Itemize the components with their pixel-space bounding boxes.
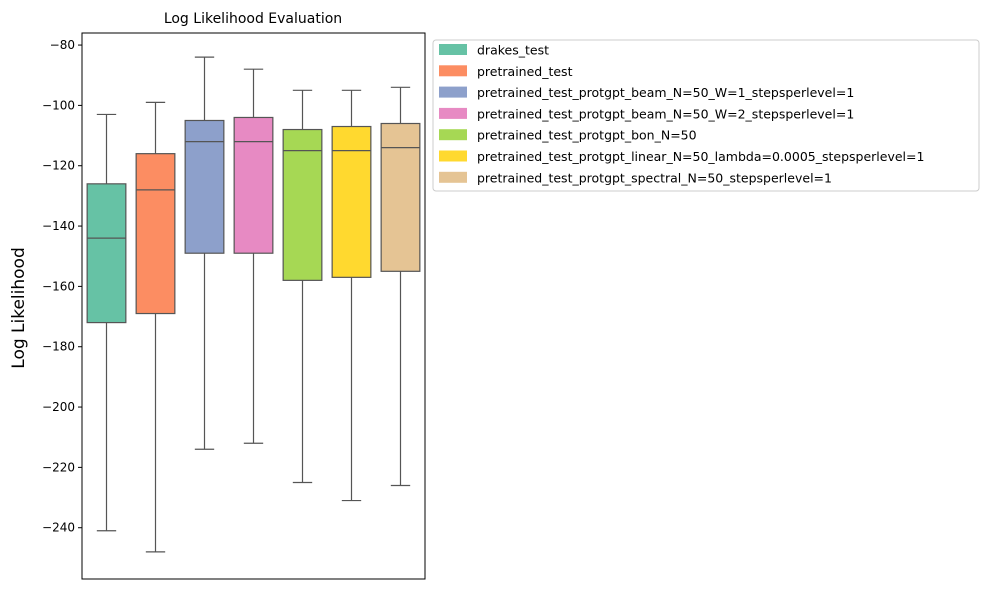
legend-label: pretrained_test_protgpt_linear_N=50_lamb… (477, 149, 924, 164)
legend-swatch (439, 65, 467, 77)
legend-item-1: drakes_test (439, 43, 549, 58)
y-axis-label: Log Likelihood (9, 247, 29, 368)
y-tick-label: −200 (42, 400, 75, 414)
box-3 (184, 56, 225, 450)
box-2 (135, 101, 176, 553)
y-tick-label: −180 (42, 340, 75, 354)
legend-swatch (439, 129, 467, 141)
legend-label: pretrained_test (477, 64, 573, 79)
box-6 (331, 89, 372, 502)
iqr-box (135, 153, 176, 315)
y-tick-label: −160 (42, 279, 75, 293)
legend-frame (432, 39, 980, 192)
y-tick-label: −140 (42, 219, 75, 233)
legend-item-7: pretrained_test_protgpt_spectral_N=50_st… (439, 170, 832, 185)
box-7 (380, 86, 421, 487)
legend-label: pretrained_test_protgpt_beam_N=50_W=2_st… (477, 106, 854, 121)
y-tick-label: −240 (42, 521, 75, 535)
legend-swatch (439, 171, 467, 183)
chart-title: Log Likelihood Evaluation (164, 11, 342, 27)
box-4 (233, 68, 274, 444)
plot-frame (81, 32, 426, 580)
legend-label: pretrained_test_protgpt_beam_N=50_W=1_st… (477, 85, 854, 100)
y-tick-label: −100 (42, 98, 75, 112)
legend-label: drakes_test (477, 43, 549, 58)
y-axis: −80 −100 −120 −140 −160 −180 −200 −220 −240 (42, 38, 82, 535)
legend-label: pretrained_test_protgpt_spectral_N=50_st… (477, 170, 832, 185)
legend-swatch (439, 86, 467, 98)
legend-item-2: pretrained_test (439, 64, 573, 79)
box-1 (86, 113, 127, 532)
legend-item-6: pretrained_test_protgpt_linear_N=50_lamb… (439, 149, 924, 164)
iqr-box (86, 183, 127, 324)
y-tick-label: −120 (42, 159, 75, 173)
iqr-box (282, 128, 323, 281)
legend: drakes_test pretrained_test pretrained_tes… (432, 39, 980, 192)
iqr-box (184, 119, 225, 254)
y-tick-label: −80 (50, 38, 75, 52)
legend-item-4: pretrained_test_protgpt_beam_N=50_W=2_st… (439, 106, 854, 121)
iqr-box (380, 122, 421, 272)
legend-swatch (439, 107, 467, 119)
box-5 (282, 89, 323, 484)
iqr-box (233, 116, 274, 254)
y-tick-label: −220 (42, 460, 75, 474)
boxes-layer (86, 56, 421, 553)
legend-item-3: pretrained_test_protgpt_beam_N=50_W=1_st… (439, 85, 854, 100)
legend-item-5: pretrained_test_protgpt_bon_N=50 (439, 128, 697, 143)
legend-swatch (439, 44, 467, 55)
iqr-box (331, 125, 372, 278)
legend-swatch (439, 150, 467, 162)
legend-label: pretrained_test_protgpt_bon_N=50 (477, 128, 697, 143)
